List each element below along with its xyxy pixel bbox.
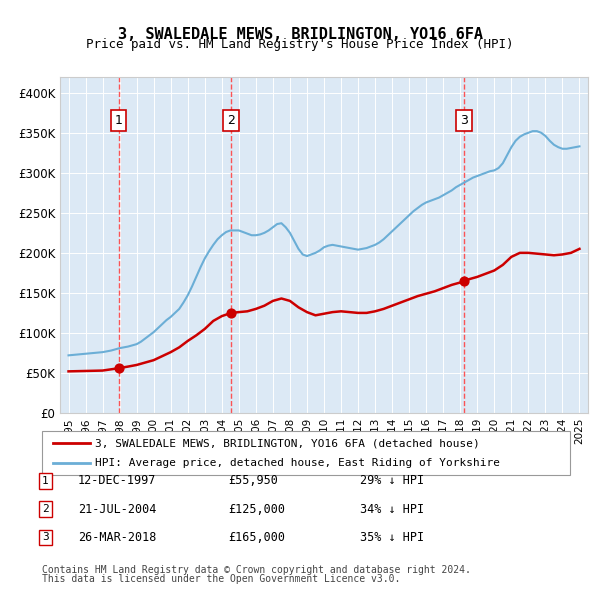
Text: 2: 2 <box>227 114 235 127</box>
Text: 3: 3 <box>460 114 468 127</box>
Text: 3, SWALEDALE MEWS, BRIDLINGTON, YO16 6FA (detached house): 3, SWALEDALE MEWS, BRIDLINGTON, YO16 6FA… <box>95 438 479 448</box>
Text: Price paid vs. HM Land Registry's House Price Index (HPI): Price paid vs. HM Land Registry's House … <box>86 38 514 51</box>
Text: 3, SWALEDALE MEWS, BRIDLINGTON, YO16 6FA: 3, SWALEDALE MEWS, BRIDLINGTON, YO16 6FA <box>118 27 482 41</box>
Point <box>460 276 469 286</box>
Text: 21-JUL-2004: 21-JUL-2004 <box>78 503 157 516</box>
Text: £55,950: £55,950 <box>228 474 278 487</box>
Text: 3: 3 <box>42 533 49 542</box>
Text: This data is licensed under the Open Government Licence v3.0.: This data is licensed under the Open Gov… <box>42 574 400 584</box>
Text: 1: 1 <box>115 114 122 127</box>
Text: £125,000: £125,000 <box>228 503 285 516</box>
Text: 29% ↓ HPI: 29% ↓ HPI <box>360 474 424 487</box>
Text: Contains HM Land Registry data © Crown copyright and database right 2024.: Contains HM Land Registry data © Crown c… <box>42 565 471 575</box>
Point <box>226 308 236 317</box>
Text: 35% ↓ HPI: 35% ↓ HPI <box>360 531 424 544</box>
Text: 2: 2 <box>42 504 49 514</box>
Text: 34% ↓ HPI: 34% ↓ HPI <box>360 503 424 516</box>
Text: HPI: Average price, detached house, East Riding of Yorkshire: HPI: Average price, detached house, East… <box>95 458 500 467</box>
Text: 26-MAR-2018: 26-MAR-2018 <box>78 531 157 544</box>
Text: 1: 1 <box>42 476 49 486</box>
Text: 12-DEC-1997: 12-DEC-1997 <box>78 474 157 487</box>
Point <box>114 363 124 373</box>
FancyBboxPatch shape <box>42 431 570 475</box>
Text: £165,000: £165,000 <box>228 531 285 544</box>
